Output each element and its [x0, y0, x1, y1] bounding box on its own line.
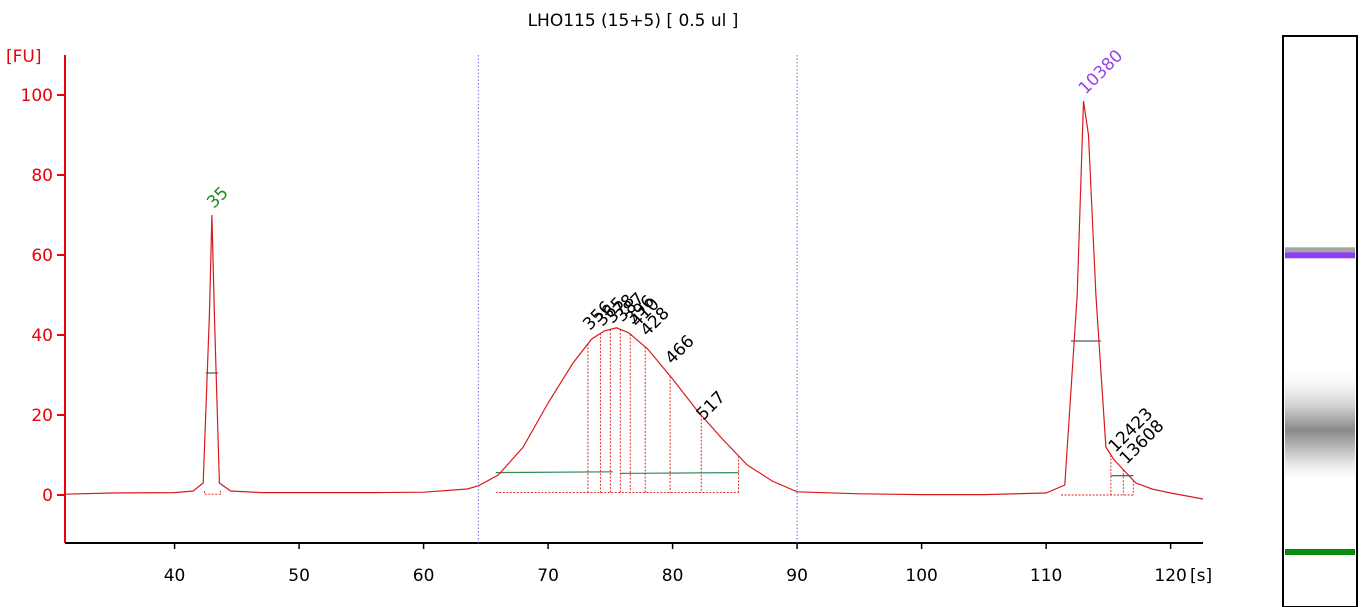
x-tick-label: 110	[1030, 566, 1062, 586]
y-axis-unit-label: [FU]	[6, 47, 42, 67]
peak-label: 10380	[1075, 46, 1127, 98]
x-tick-label: 100	[905, 566, 937, 586]
y-tick-label: 100	[21, 86, 53, 106]
x-tick-label: 60	[413, 566, 435, 586]
peak-label: 35	[203, 183, 232, 212]
y-tick-label: 20	[31, 406, 53, 426]
x-tick-label: 90	[786, 566, 808, 586]
y-tick-label: 60	[31, 246, 53, 266]
x-tick-label: 80	[662, 566, 684, 586]
x-tick-label: 120	[1154, 566, 1186, 586]
x-tick-label: 40	[164, 566, 186, 586]
smear-baseline	[620, 472, 739, 474]
gel-lane-frame	[1282, 35, 1358, 607]
smear-baseline	[495, 471, 613, 474]
gel-lower-marker-band	[1285, 549, 1355, 555]
x-tick-label: 70	[537, 566, 559, 586]
lower-marker-area	[203, 491, 222, 495]
gel-upper-marker-band	[1285, 252, 1355, 259]
y-tick-label: 0	[42, 486, 53, 506]
chart-title: LHO115 (15+5) [ 0.5 ul ]	[528, 11, 739, 31]
peak-label: 466	[662, 331, 699, 368]
y-tick-label: 80	[31, 166, 53, 186]
signal-trace	[64, 100, 1204, 500]
x-tick-label: 50	[288, 566, 310, 586]
x-axis-unit-label: [s]	[1190, 566, 1212, 586]
peak-label: 517	[693, 387, 730, 424]
gel-smear-band	[1285, 364, 1355, 485]
y-tick-label: 40	[31, 326, 53, 346]
gel-upper-marker-shadow	[1285, 247, 1355, 253]
gel-lane	[1282, 35, 1358, 607]
